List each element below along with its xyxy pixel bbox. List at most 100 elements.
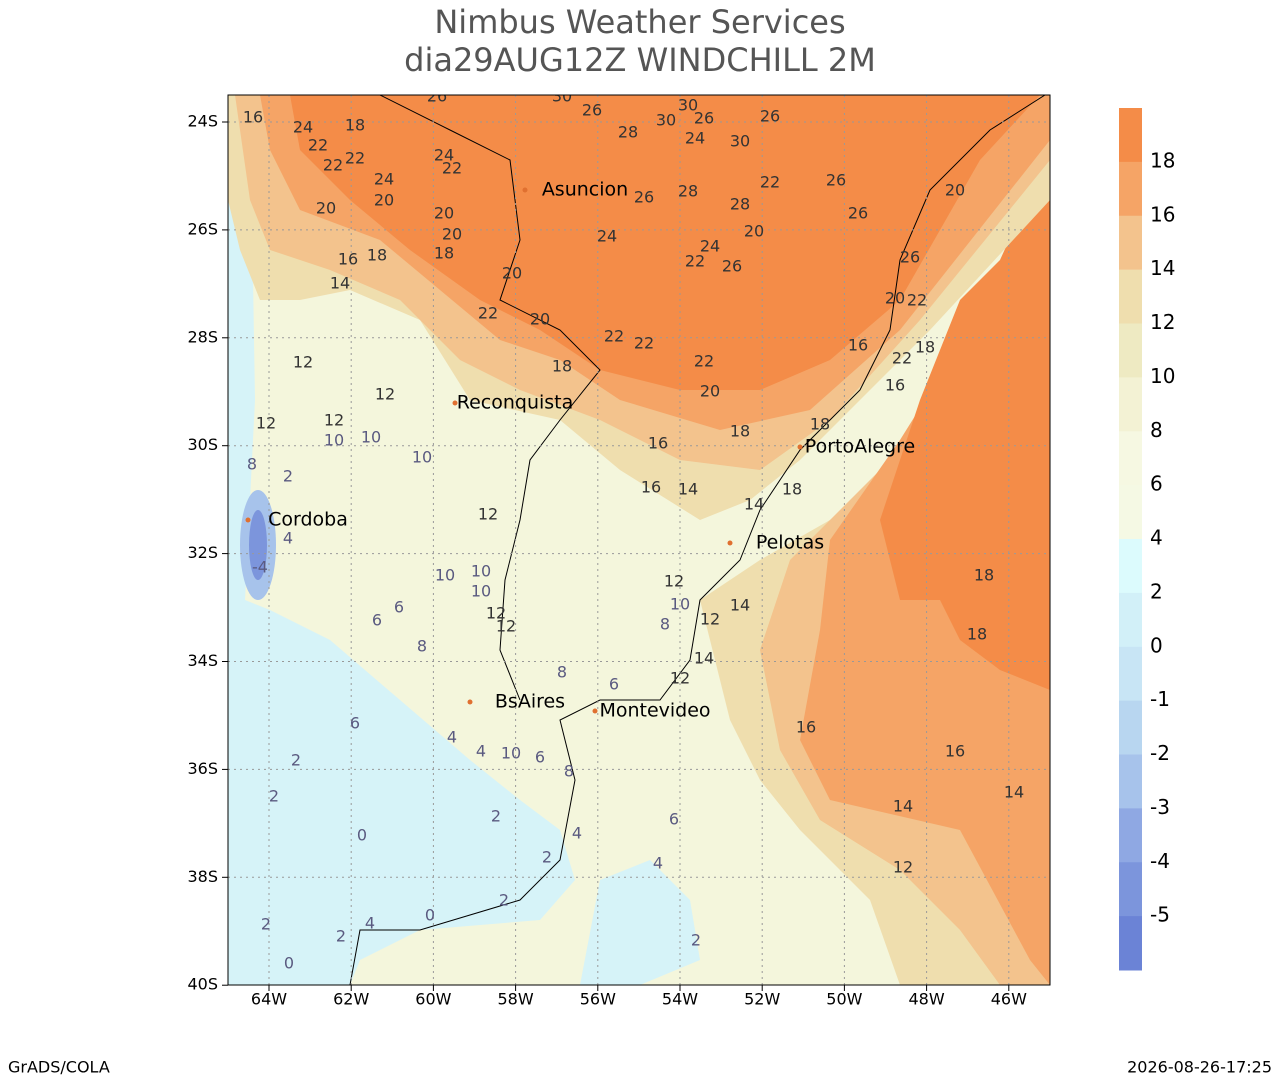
contour-label: 26 bbox=[826, 171, 846, 190]
contour-label: 6 bbox=[372, 611, 382, 630]
colorbar-label: -3 bbox=[1150, 795, 1170, 819]
city-marker bbox=[522, 187, 528, 193]
footer-left: GrADS/COLA bbox=[8, 1058, 110, 1077]
contour-label: 14 bbox=[744, 495, 764, 514]
city-label: Asuncion bbox=[542, 179, 628, 201]
colorbar-box bbox=[1119, 108, 1142, 163]
lat-tick-label: 32S bbox=[187, 543, 218, 562]
lat-tick-label: 26S bbox=[187, 219, 218, 238]
contour-label: 20 bbox=[434, 204, 454, 223]
contour-label: 6 bbox=[669, 810, 679, 829]
contour-label: 4 bbox=[447, 728, 457, 747]
lat-tick-label: 40S bbox=[187, 975, 218, 994]
contour-label: 4 bbox=[572, 824, 582, 843]
colorbar-label: -4 bbox=[1150, 849, 1170, 873]
colorbar-box bbox=[1119, 862, 1142, 917]
contour-label: 22 bbox=[694, 352, 714, 371]
contour-label: 12 bbox=[700, 610, 720, 629]
lat-tick-label: 34S bbox=[187, 651, 218, 670]
contour-label: 20 bbox=[945, 181, 965, 200]
contour-label: 18 bbox=[730, 422, 750, 441]
contour-label: 18 bbox=[345, 116, 365, 135]
contour-label: 8 bbox=[557, 663, 567, 682]
colorbar-box bbox=[1119, 269, 1142, 324]
lat-tick-label: 38S bbox=[187, 867, 218, 886]
colorbar-box bbox=[1119, 215, 1142, 271]
city-label: Cordoba bbox=[268, 509, 348, 531]
lat-tick-label: 36S bbox=[187, 759, 218, 778]
colorbar-label: 14 bbox=[1150, 256, 1175, 280]
contour-label: 0 bbox=[284, 954, 294, 973]
contour-label: 14 bbox=[330, 274, 350, 293]
contour-label: 20 bbox=[885, 289, 905, 308]
colorbar-label: 6 bbox=[1150, 472, 1163, 496]
contour-label: 30 bbox=[678, 96, 698, 115]
contour-label: 2 bbox=[491, 807, 501, 826]
contour-label: 10 bbox=[435, 566, 455, 585]
contour-label: 12 bbox=[486, 604, 506, 623]
contour-label: 18 bbox=[367, 246, 387, 265]
contour-label: 12 bbox=[893, 858, 913, 877]
contour-label: 26 bbox=[900, 248, 920, 267]
contour-label: 22 bbox=[892, 349, 912, 368]
contour-label: 2 bbox=[542, 848, 552, 867]
colorbar-box bbox=[1119, 754, 1142, 809]
contour-label: 4 bbox=[476, 742, 486, 761]
city-marker bbox=[592, 708, 598, 714]
contour-label: 28 bbox=[618, 123, 638, 142]
contour-label: 24 bbox=[293, 118, 313, 137]
city-marker bbox=[452, 400, 458, 406]
contour-label: 20 bbox=[700, 382, 720, 401]
contour-label: 14 bbox=[730, 596, 750, 615]
colorbar-label: 8 bbox=[1150, 418, 1163, 442]
contour-label: 2 bbox=[291, 751, 301, 770]
contour-label: 0 bbox=[357, 826, 367, 845]
contour-label: 24 bbox=[434, 146, 454, 165]
contour-label: 14 bbox=[1004, 783, 1024, 802]
contour-label: 22 bbox=[323, 156, 343, 175]
colorbar-box bbox=[1119, 539, 1142, 594]
colorbar-box bbox=[1119, 916, 1142, 971]
contour-label: 6 bbox=[394, 598, 404, 617]
colorbar-box bbox=[1119, 323, 1142, 378]
colorbar-label: 4 bbox=[1150, 526, 1163, 550]
colorbar-label: 10 bbox=[1150, 364, 1175, 388]
city-label: Montevideo bbox=[599, 700, 710, 722]
colorbar-box bbox=[1119, 161, 1142, 217]
colorbar-box bbox=[1119, 431, 1142, 486]
colorbar-label: -1 bbox=[1150, 687, 1170, 711]
contour-label: 22 bbox=[634, 334, 654, 353]
contour-label: 18 bbox=[810, 415, 830, 434]
contour-label: 12 bbox=[496, 617, 516, 636]
contour-label: 22 bbox=[345, 149, 365, 168]
colorbar-label: 18 bbox=[1150, 148, 1175, 172]
contour-label: 6 bbox=[609, 675, 619, 694]
colorbar-label: 16 bbox=[1150, 202, 1175, 226]
contour-label: 10 bbox=[471, 562, 491, 581]
contour-label: 16 bbox=[641, 478, 661, 497]
lat-tick-label: 30S bbox=[187, 435, 218, 454]
contour-label: 2 bbox=[261, 915, 271, 934]
contour-label: 16 bbox=[648, 434, 668, 453]
contour-label: 12 bbox=[324, 411, 344, 430]
contour-label: 28 bbox=[730, 195, 750, 214]
contour-label: 18 bbox=[915, 338, 935, 357]
contour-label: 10 bbox=[324, 431, 344, 450]
contour-label: 22 bbox=[442, 159, 462, 178]
city-marker bbox=[727, 540, 733, 546]
contour-label: 24 bbox=[700, 237, 720, 256]
contour-label: 18 bbox=[782, 480, 802, 499]
contour-label: 18 bbox=[552, 357, 572, 376]
city-label: BsAires bbox=[495, 691, 565, 713]
contour-label: 22 bbox=[685, 252, 705, 271]
contour-label: 12 bbox=[256, 414, 276, 433]
colorbar-label: 2 bbox=[1150, 579, 1163, 603]
contour-label: 10 bbox=[412, 448, 432, 467]
contour-label: 12 bbox=[664, 572, 684, 591]
contour-label: 16 bbox=[848, 336, 868, 355]
contour-label: 4 bbox=[653, 854, 663, 873]
map-frame bbox=[227, 94, 1051, 986]
contour-label: 12 bbox=[375, 385, 395, 404]
contour-label: 20 bbox=[374, 191, 394, 210]
